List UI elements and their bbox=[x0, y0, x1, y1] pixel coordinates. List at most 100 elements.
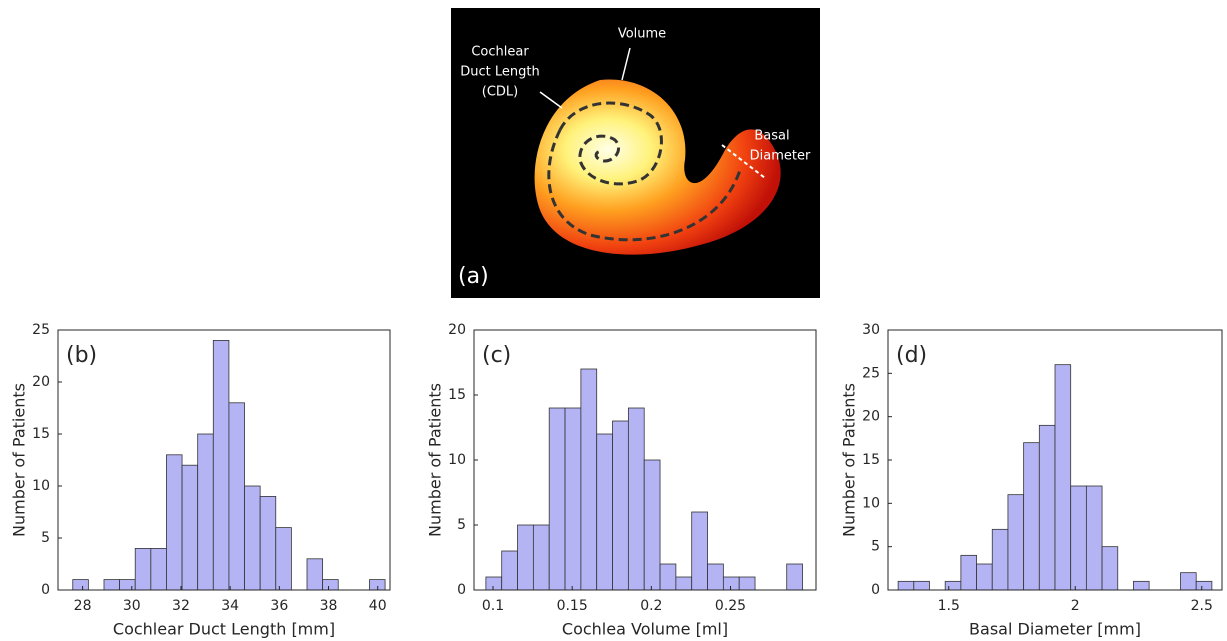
bar bbox=[501, 550, 518, 591]
y-tick-label: 20 bbox=[862, 409, 880, 425]
panel-label: (b) bbox=[66, 343, 97, 368]
bar bbox=[1054, 364, 1072, 591]
bar bbox=[991, 528, 1009, 591]
bar bbox=[1101, 546, 1119, 591]
bar bbox=[322, 579, 339, 591]
y-tick-label: 15 bbox=[862, 452, 880, 468]
bar bbox=[103, 579, 121, 591]
cdl-arrow bbox=[539, 91, 563, 109]
x-tick-label: 0.25 bbox=[715, 598, 746, 614]
bar bbox=[228, 402, 245, 591]
bar bbox=[517, 524, 534, 591]
y-tick-label: 5 bbox=[41, 530, 50, 546]
cdl-label: Duct Length bbox=[460, 65, 539, 80]
bar bbox=[897, 580, 915, 591]
cdl-spiral bbox=[558, 101, 663, 186]
bar bbox=[181, 464, 199, 591]
x-tick-label: 30 bbox=[123, 598, 141, 614]
bar bbox=[259, 495, 277, 591]
x-tick-label: 36 bbox=[270, 598, 288, 614]
x-tick-label: 0.15 bbox=[557, 598, 588, 614]
x-axis-label: Basal Diameter [mm] bbox=[969, 620, 1141, 639]
panel-label: (c) bbox=[482, 343, 511, 368]
y-tick-label: 10 bbox=[862, 495, 880, 511]
bar bbox=[976, 563, 993, 591]
volume-label: Volume bbox=[618, 27, 666, 42]
x-tick-label: 32 bbox=[172, 598, 190, 614]
y-axis-label: Number of Patients bbox=[10, 383, 29, 537]
bar bbox=[913, 580, 930, 591]
bar bbox=[580, 368, 598, 591]
bar bbox=[197, 433, 214, 591]
bar bbox=[72, 579, 89, 591]
y-axis-label: Number of Patients bbox=[426, 383, 445, 537]
y-tick-label: 10 bbox=[448, 452, 466, 468]
panel-label: (d) bbox=[896, 343, 927, 368]
bar bbox=[150, 548, 167, 591]
bar bbox=[275, 527, 292, 591]
x-tick-label: 2 bbox=[1071, 598, 1080, 614]
bar bbox=[1180, 572, 1197, 591]
x-tick-label: 0.1 bbox=[482, 598, 504, 614]
bar bbox=[722, 576, 740, 591]
bar bbox=[691, 511, 708, 591]
bar bbox=[134, 548, 152, 591]
bar bbox=[1023, 442, 1040, 591]
x-tick-label: 28 bbox=[74, 598, 92, 614]
cdl-spiral-basal bbox=[547, 129, 742, 242]
bar bbox=[643, 459, 661, 591]
cochlea-image: Volume Cochlear Duct Length (CDL) Basal … bbox=[451, 8, 820, 298]
x-tick-label: 0.2 bbox=[640, 598, 662, 614]
cdl-label: Cochlear bbox=[471, 45, 529, 60]
y-tick-label: 5 bbox=[457, 517, 466, 533]
bar bbox=[548, 407, 566, 591]
bar bbox=[306, 558, 324, 591]
basal-label: Diameter bbox=[750, 149, 811, 164]
y-tick-label: 25 bbox=[862, 365, 880, 381]
y-tick-label: 20 bbox=[32, 374, 50, 390]
y-tick-label: 30 bbox=[862, 322, 880, 338]
bar bbox=[786, 563, 803, 591]
bar bbox=[212, 339, 230, 591]
x-tick-label: 2.5 bbox=[1191, 598, 1213, 614]
y-tick-label: 0 bbox=[871, 582, 880, 598]
y-tick-label: 15 bbox=[448, 387, 466, 403]
y-tick-label: 20 bbox=[448, 322, 466, 338]
axes-box bbox=[57, 329, 391, 591]
bar bbox=[738, 576, 756, 591]
bar bbox=[485, 576, 503, 591]
panel-label: (a) bbox=[458, 264, 489, 289]
bar bbox=[1070, 485, 1087, 591]
volume-arrow bbox=[621, 47, 631, 81]
bar bbox=[1007, 494, 1025, 591]
y-tick-label: 5 bbox=[871, 539, 880, 555]
basal-arrow bbox=[721, 144, 766, 179]
bar bbox=[1133, 580, 1150, 591]
bar bbox=[1085, 485, 1103, 591]
bar bbox=[119, 579, 136, 591]
y-tick-label: 25 bbox=[32, 322, 50, 338]
x-tick-label: 38 bbox=[320, 598, 338, 614]
y-tick-label: 0 bbox=[41, 582, 50, 598]
y-tick-label: 10 bbox=[32, 478, 50, 494]
bar bbox=[564, 407, 582, 591]
x-tick-label: 34 bbox=[221, 598, 239, 614]
bar bbox=[944, 580, 962, 591]
y-tick-label: 0 bbox=[457, 582, 466, 598]
y-axis-label: Number of Patients bbox=[840, 383, 859, 537]
bar bbox=[612, 420, 629, 591]
cochlea-shape bbox=[534, 79, 781, 255]
y-tick-label: 15 bbox=[32, 426, 50, 442]
bar bbox=[596, 433, 613, 591]
bar bbox=[960, 554, 977, 591]
bar bbox=[166, 454, 183, 591]
x-axis-label: Cochlear Duct Length [mm] bbox=[113, 620, 335, 639]
x-axis-label: Cochlea Volume [ml] bbox=[562, 620, 728, 639]
bar bbox=[1038, 424, 1056, 591]
cdl-label: (CDL) bbox=[482, 85, 518, 100]
bar bbox=[244, 485, 261, 591]
bar bbox=[1195, 580, 1213, 591]
x-tick-label: 1.5 bbox=[938, 598, 960, 614]
